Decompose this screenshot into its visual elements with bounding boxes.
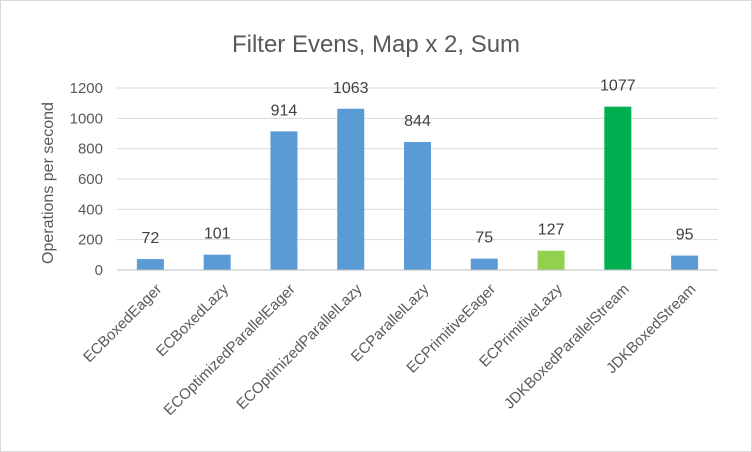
y-tick-label: 200 (78, 232, 103, 249)
bar (337, 108, 365, 270)
category-label: ECBoxedEager (80, 281, 165, 366)
data-label: 72 (141, 230, 159, 247)
bar (470, 258, 498, 270)
data-label: 1077 (600, 78, 636, 95)
data-label: 101 (204, 226, 231, 243)
y-tick-label: 1200 (70, 80, 103, 97)
y-tick-label: 0 (95, 262, 103, 279)
data-label: 844 (404, 113, 431, 130)
category-label: JDKBoxedParallelStream (501, 281, 633, 413)
data-label: 1063 (333, 80, 369, 97)
bar (270, 131, 298, 270)
bar (671, 255, 699, 270)
bar (203, 254, 231, 270)
bar (604, 106, 632, 270)
data-label: 127 (538, 222, 565, 239)
chart-title: Filter Evens, Map x 2, Sum (232, 31, 520, 58)
bar (537, 250, 565, 270)
data-label: 914 (271, 102, 298, 119)
data-label: 95 (676, 227, 694, 244)
y-axis-ticks: 0 200 400 600 800 1000 1200 (70, 80, 103, 279)
y-tick-label: 400 (78, 201, 103, 218)
y-axis-label: Operations per second (40, 102, 57, 264)
y-tick-label: 800 (78, 141, 103, 158)
category-labels: ECBoxedEagerECBoxedLazyECOptimizedParall… (80, 280, 699, 419)
data-labels: 72 101 914 1063 844 75 127 1077 95 (141, 78, 693, 247)
category-label: ECOptimizedParallelLazy (233, 280, 366, 413)
bar (404, 141, 431, 270)
bar (136, 259, 164, 270)
category-label: ECOptimizedParallelEager (161, 281, 299, 419)
y-tick-label: 600 (78, 171, 103, 188)
y-tick-label: 1000 (70, 110, 103, 127)
data-label: 75 (475, 230, 493, 247)
bars (136, 106, 699, 270)
